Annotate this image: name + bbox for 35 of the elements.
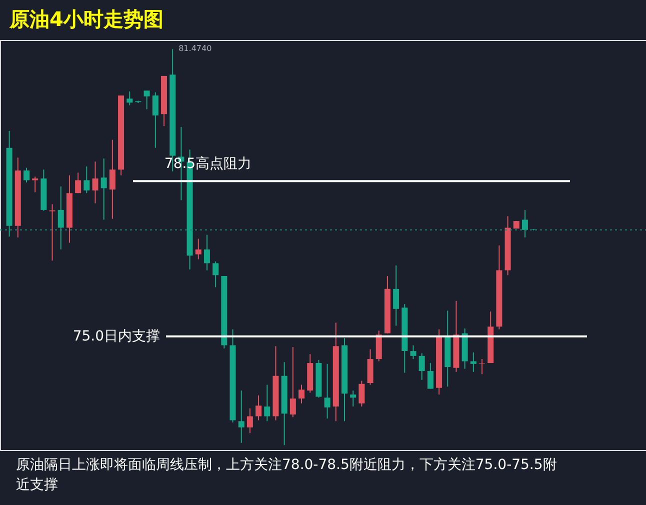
- candlestick: [358, 380, 365, 408]
- candlestick: [75, 172, 82, 194]
- candlestick: [49, 204, 56, 262]
- candlestick: [92, 161, 98, 204]
- candlestick: [324, 363, 330, 419]
- candlestick: [427, 362, 434, 390]
- candlestick: [367, 348, 374, 386]
- candlestick: [23, 167, 30, 183]
- candlestick: [522, 209, 528, 238]
- candlestick: [418, 352, 425, 380]
- candlestick: [290, 346, 296, 418]
- annotation: 81.4740: [178, 44, 212, 54]
- candlestick: [109, 139, 116, 220]
- candlestick: [195, 238, 202, 260]
- candlestick: [350, 390, 356, 408]
- candlestick: [84, 166, 90, 194]
- candlestick: [126, 90, 133, 106]
- candlestick: [144, 90, 150, 110]
- candlestick: [393, 264, 400, 326]
- candlestick: [264, 384, 270, 422]
- candlestick: [256, 394, 262, 421]
- candlestick: [58, 186, 64, 250]
- candlestick: [100, 158, 107, 220]
- chart-title: 原油4小时走势图: [8, 7, 164, 31]
- candlestick: [479, 358, 485, 375]
- ref-line-label: 75.0日内支撑: [72, 328, 160, 344]
- candlestick: [212, 260, 219, 288]
- candlestick: [152, 92, 158, 148]
- candlestick: [470, 352, 476, 372]
- candlestick: [410, 344, 416, 360]
- candlestick: [238, 390, 244, 444]
- candlestick: [204, 234, 210, 271]
- text: 原油隔日上涨即将面临周线压制，上方关注78.0-78.5附近阻力，下方关注75.0-75.5附近支撑: [16, 457, 557, 493]
- candlestick: [298, 384, 305, 404]
- candlestick: [246, 408, 253, 434]
